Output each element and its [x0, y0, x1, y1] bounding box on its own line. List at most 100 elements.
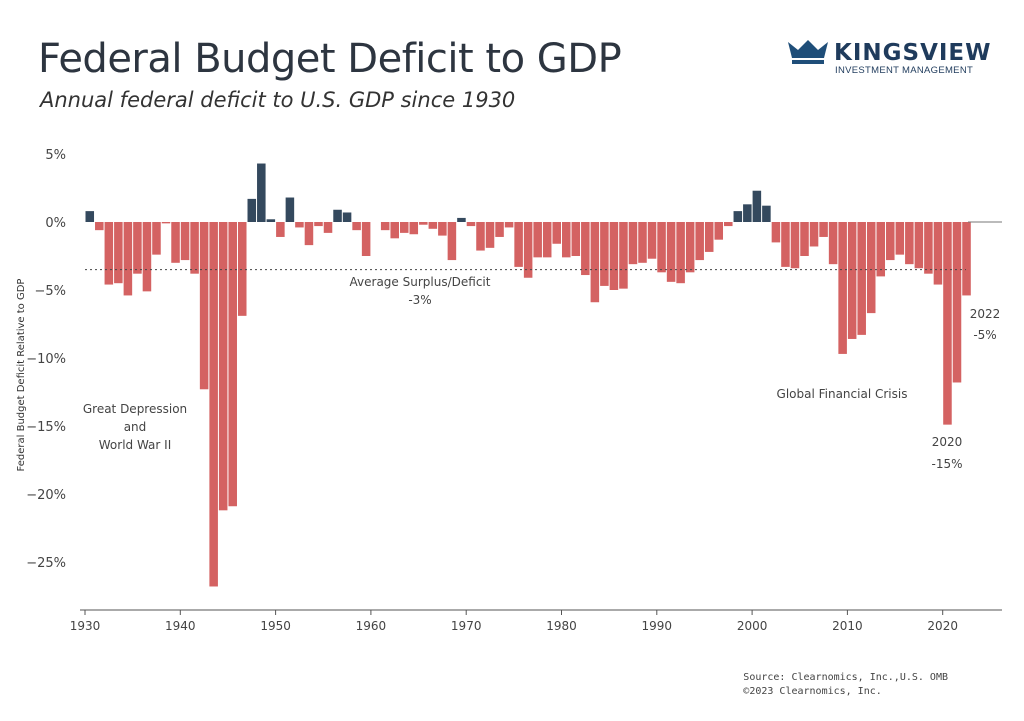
- bar-1932: [104, 222, 114, 285]
- bar-1949: [266, 219, 276, 222]
- annotation-great-depression: Great Depression: [83, 402, 187, 416]
- bar-1933: [114, 222, 123, 284]
- bar-1957: [342, 212, 352, 222]
- bar-1970: [466, 222, 476, 227]
- bar-1976: [523, 222, 533, 278]
- bar-2016: [905, 222, 914, 265]
- bar-2021: [952, 222, 962, 383]
- bar-1986: [619, 222, 628, 289]
- y-tick-label: −15%: [26, 420, 66, 435]
- y-tick-label: 5%: [45, 148, 66, 163]
- bar-1997: [724, 222, 733, 227]
- bar-2001: [762, 205, 771, 222]
- page-subtitle: Annual federal deficit to U.S. GDP since…: [40, 88, 516, 112]
- annotation-2020-value: -15%: [931, 457, 962, 471]
- x-tick-label: 1960: [356, 619, 387, 633]
- copyright-text: ©2023 Clearnomics, Inc.: [743, 686, 882, 697]
- bar-1975: [514, 222, 523, 267]
- annotation-2022-year: 2022: [970, 307, 1001, 321]
- bar-2020: [943, 222, 952, 425]
- bar-1982: [581, 222, 590, 276]
- bar-1963: [399, 222, 409, 233]
- bar-2003: [781, 222, 790, 267]
- bar-1983: [590, 222, 600, 303]
- bar-1989: [647, 222, 657, 259]
- bar-1942: [199, 222, 209, 390]
- annotation-and: and: [124, 420, 147, 434]
- annotation-2022-value: -5%: [973, 328, 996, 342]
- y-tick-label: −10%: [26, 352, 66, 367]
- x-tick-label: 1980: [546, 619, 577, 633]
- bar-1967: [438, 222, 447, 236]
- bar-2022: [962, 222, 971, 296]
- annotation-gfc: Global Financial Crisis: [777, 387, 908, 401]
- bar-1998: [733, 211, 743, 222]
- bar-2006: [809, 222, 819, 247]
- x-tick-label: 2010: [832, 619, 863, 633]
- page-title: Federal Budget Deficit to GDP: [38, 36, 622, 82]
- bar-2005: [800, 222, 809, 256]
- bar-2007: [819, 222, 828, 237]
- y-tick-label: −20%: [26, 488, 66, 503]
- bar-1930: [85, 211, 95, 222]
- bar-1994: [695, 222, 704, 261]
- bar-2018: [924, 222, 933, 274]
- bar-1945: [228, 222, 237, 507]
- logo-name: KINGSVIEW: [834, 40, 992, 66]
- bar-2011: [857, 222, 866, 335]
- average-label: Average Surplus/Deficit: [350, 275, 491, 289]
- bar-1944: [218, 222, 228, 511]
- bar-1987: [628, 222, 638, 265]
- bar-1973: [495, 222, 504, 237]
- bar-1948: [257, 163, 266, 222]
- bar-1991: [666, 222, 676, 282]
- bar-1990: [657, 222, 666, 273]
- bar-1959: [361, 222, 371, 256]
- bar-1941: [190, 222, 199, 274]
- bar-1965: [419, 222, 428, 225]
- x-tick-label: 1950: [260, 619, 291, 633]
- bar-1969: [457, 217, 466, 222]
- x-tick-label: 1990: [642, 619, 673, 633]
- bar-2002: [771, 222, 781, 243]
- bar-2015: [895, 222, 905, 255]
- bar-1947: [247, 198, 257, 222]
- bar-1939: [171, 222, 180, 263]
- bar-1980: [562, 222, 571, 258]
- bar-1956: [333, 209, 342, 222]
- bar-2008: [828, 222, 838, 265]
- annotation-2020-year: 2020: [932, 435, 963, 449]
- bar-1940: [180, 222, 190, 261]
- x-tick-label: 2020: [927, 619, 958, 633]
- kingsview-logo: KINGSVIEW INVESTMENT MANAGEMENT: [786, 38, 991, 76]
- bar-1961: [380, 222, 390, 231]
- x-tick-label: 2000: [737, 619, 768, 633]
- bar-1988: [638, 222, 647, 263]
- source-note: Source: Clearnomics, Inc.,U.S. OMB ©2023…: [743, 671, 948, 699]
- bar-1953: [304, 222, 314, 246]
- bar-1954: [314, 222, 323, 227]
- bar-1972: [485, 222, 495, 248]
- annotation-wwii: World War II: [99, 438, 171, 452]
- bar-1958: [352, 222, 361, 231]
- bar-1968: [447, 222, 457, 261]
- bar-1955: [323, 222, 333, 233]
- bar-1996: [714, 222, 724, 240]
- source-text: Source: Clearnomics, Inc.,U.S. OMB: [743, 672, 948, 683]
- bar-1978: [542, 222, 552, 258]
- bar-2010: [847, 222, 857, 339]
- y-tick-label: −5%: [34, 284, 66, 299]
- bar-1981: [571, 222, 581, 256]
- bar-1936: [142, 222, 152, 292]
- bar-1952: [295, 222, 304, 228]
- bar-2009: [838, 222, 847, 354]
- bar-1934: [123, 222, 133, 296]
- y-axis-label: Federal Budget Deficit Relative to GDP: [16, 279, 27, 472]
- bar-1966: [428, 222, 438, 229]
- logo-tagline: INVESTMENT MANAGEMENT: [835, 65, 974, 76]
- bar-2000: [752, 190, 762, 222]
- bar-1995: [704, 222, 714, 252]
- bar-1950: [276, 222, 285, 237]
